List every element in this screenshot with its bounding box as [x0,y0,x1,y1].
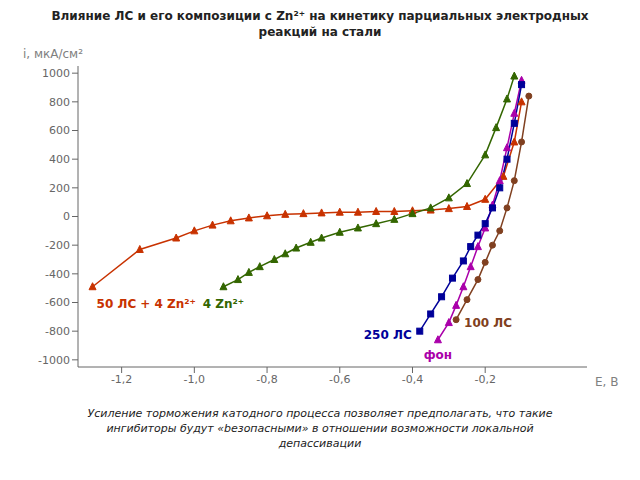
svg-text:0: 0 [63,210,70,223]
html-text:Влияние ЛС и его композиции с: Влияние ЛС и его композиции с Zn²⁺ на ки… [51,9,589,23]
svg-text:фон: фон [424,348,452,362]
svg-text:1000: 1000 [42,67,70,80]
svg-text:100 ЛС: 100 ЛС [464,316,512,330]
html-text:депассивации: депассивации [278,437,362,450]
svg-text:-0,4: -0,4 [402,373,423,386]
svg-text:600: 600 [49,124,70,137]
html-text:Усиление торможения катодного: Усиление торможения катодного процесса п… [87,407,553,420]
svg-text:-400: -400 [45,268,70,281]
svg-text:-1,0: -1,0 [184,373,205,386]
svg-text:-600: -600 [45,296,70,309]
html-text:реакций на стали: реакций на стали [258,25,382,39]
svg-text:4 Zn²⁺: 4 Zn²⁺ [203,297,244,311]
svg-text:-1000: -1000 [38,354,70,367]
svg-text:-0,2: -0,2 [474,373,495,386]
svg-text:200: 200 [49,182,70,195]
svg-text:-0,8: -0,8 [256,373,277,386]
svg-text:50 ЛС + 4 Zn²⁺: 50 ЛС + 4 Zn²⁺ [97,297,196,311]
svg-text:i, мкА/см²: i, мкА/см² [23,47,83,61]
svg-text:E, В: E, В [595,375,618,389]
svg-text:400: 400 [49,153,70,166]
svg-text:-200: -200 [45,239,70,252]
svg-text:250 ЛС: 250 ЛС [364,328,412,342]
svg-text:-800: -800 [45,325,70,338]
svg-text:-1,2: -1,2 [111,373,132,386]
svg-text:-0,6: -0,6 [329,373,350,386]
html-text:ингибиторы будут «bезопасными»: ингибиторы будут «bезопасными» в отношен… [106,422,534,435]
svg-text:800: 800 [49,96,70,109]
